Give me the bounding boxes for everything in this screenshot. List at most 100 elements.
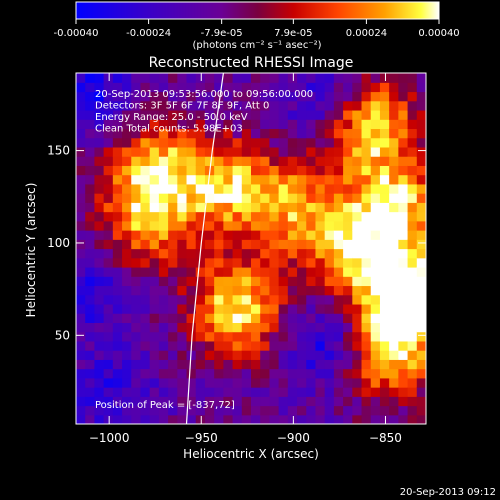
- heatmap-cell: [131, 91, 142, 102]
- heatmap-cell: [103, 128, 114, 139]
- heatmap-cell: [278, 137, 289, 148]
- heatmap-cell: [315, 119, 326, 130]
- heatmap-cell: [306, 193, 317, 203]
- heatmap-cell: [352, 91, 363, 102]
- heatmap-cell: [112, 239, 123, 250]
- heatmap-cell: [223, 174, 234, 185]
- heatmap-cell: [389, 230, 399, 240]
- heatmap-cell: [195, 146, 206, 157]
- heatmap-cell: [158, 100, 169, 111]
- heatmap-cell: [343, 387, 353, 397]
- heatmap-cell: [306, 73, 317, 83]
- heatmap-cell: [333, 313, 344, 323]
- heatmap-cell: [297, 303, 307, 314]
- heatmap-cell: [416, 91, 426, 102]
- heatmap-cell: [85, 359, 96, 370]
- heatmap-cell: [416, 165, 426, 176]
- heatmap-cell: [158, 211, 169, 222]
- heatmap-cell: [315, 405, 326, 416]
- heatmap-cell: [241, 202, 252, 213]
- heatmap-cell: [287, 109, 298, 120]
- heatmap-cell: [407, 239, 418, 250]
- heatmap-cell: [103, 211, 114, 222]
- heatmap-cell: [241, 109, 252, 120]
- heatmap-cell: [389, 82, 399, 93]
- heatmap-cell: [177, 322, 188, 333]
- colorbar-tick-label: -7.9e-05: [201, 28, 243, 39]
- heatmap-cell: [131, 414, 142, 424]
- heatmap-cell: [122, 396, 132, 407]
- heatmap-cell: [251, 156, 261, 166]
- heatmap-cell: [232, 387, 243, 397]
- heatmap-cell: [241, 119, 252, 130]
- heatmap-cell: [122, 193, 132, 203]
- heatmap-cell: [306, 202, 317, 213]
- heatmap-cell: [76, 174, 86, 185]
- heatmap-cell: [324, 322, 335, 333]
- heatmap-cell: [352, 128, 363, 139]
- heatmap-cell: [94, 183, 105, 194]
- heatmap-cell: [389, 313, 399, 323]
- heatmap-cell: [306, 220, 317, 231]
- heatmap-cell: [278, 322, 289, 333]
- heatmap-cell: [232, 73, 243, 83]
- heatmap-cell: [241, 165, 252, 176]
- heatmap-cell: [195, 128, 206, 139]
- heatmap-cell: [214, 359, 224, 370]
- heatmap-cell: [260, 368, 271, 379]
- heatmap-cell: [297, 211, 307, 222]
- heatmap-cell: [379, 405, 390, 416]
- heatmap-cell: [343, 414, 353, 424]
- heatmap-cell: [416, 340, 426, 351]
- heatmap-cell: [214, 239, 224, 250]
- heatmap-cell: [297, 183, 307, 194]
- heatmap-cell: [352, 211, 363, 222]
- heatmap-cell: [352, 359, 363, 370]
- heatmap-cell: [251, 313, 261, 323]
- heatmap-cell: [177, 248, 188, 259]
- heatmap-cell: [149, 377, 160, 388]
- heatmap-cell: [370, 331, 381, 342]
- heatmap-cell: [398, 100, 409, 111]
- heatmap-cell: [324, 73, 335, 83]
- heatmap-cell: [223, 377, 234, 388]
- heatmap-cell: [140, 202, 151, 213]
- heatmap-cell: [214, 230, 224, 240]
- heatmap-cell: [306, 294, 317, 305]
- heatmap-cell: [204, 368, 215, 379]
- heatmap-cell: [260, 230, 271, 240]
- heatmap-cell: [223, 294, 234, 305]
- heatmap-cell: [398, 183, 409, 194]
- heatmap-cell: [269, 359, 280, 370]
- heatmap-cell: [204, 119, 215, 130]
- heatmap-cell: [122, 73, 132, 83]
- heatmap-cell: [287, 350, 298, 360]
- heatmap-cell: [278, 266, 289, 277]
- heatmap-cell: [352, 368, 363, 379]
- heatmap-cell: [407, 257, 418, 268]
- heatmap-cell: [131, 73, 142, 83]
- heatmap-cell: [287, 405, 298, 416]
- heatmap-cell: [379, 368, 390, 379]
- heatmap-cell: [158, 119, 169, 130]
- heatmap-cell: [112, 119, 123, 130]
- heatmap-cell: [103, 387, 114, 397]
- heatmap-cell: [195, 73, 206, 83]
- heatmap-cell: [361, 266, 372, 277]
- heatmap-cell: [131, 387, 142, 397]
- heatmap-cell: [370, 82, 381, 93]
- heatmap-cell: [232, 377, 243, 388]
- heatmap-cell: [269, 109, 280, 120]
- heatmap-cell: [186, 174, 197, 185]
- heatmap-cell: [158, 220, 169, 231]
- heatmap-cell: [131, 183, 142, 194]
- heatmap-cell: [186, 266, 197, 277]
- heatmap-cell: [85, 405, 96, 416]
- heatmap-cell: [195, 119, 206, 130]
- heatmap-cell: [85, 100, 96, 111]
- heatmap-cell: [315, 137, 326, 148]
- heatmap-cell: [251, 248, 261, 259]
- heatmap-cell: [389, 119, 399, 130]
- heatmap-cell: [122, 405, 132, 416]
- heatmap-cell: [241, 285, 252, 296]
